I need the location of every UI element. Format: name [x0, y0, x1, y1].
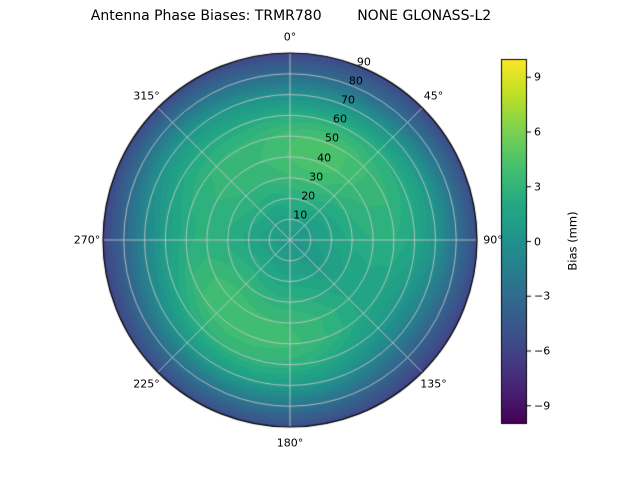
- r-tick-label-50: 50: [325, 131, 340, 145]
- colorbar-tick-label-9: 9: [534, 70, 541, 84]
- colorbar-tick-label-6: 6: [534, 125, 541, 139]
- r-tick-label-30: 30: [309, 170, 324, 184]
- colorbar-tick-label-0: 0: [534, 235, 541, 248]
- colorbar-tick-label--9: −9: [534, 399, 551, 413]
- theta-tick-label-90: 90°: [483, 233, 503, 247]
- colorbar-tick-label-3: 3: [534, 180, 541, 194]
- r-tick-label-20: 20: [301, 189, 316, 203]
- chart-title: Antenna Phase Biases: TRMR780 NONE GLONA…: [90, 8, 492, 24]
- r-tick-label-90: 90: [356, 55, 371, 69]
- colorbar-tick-label--3: −3: [534, 289, 551, 303]
- r-tick-label-80: 80: [348, 74, 363, 88]
- theta-tick-label-45: 45°: [423, 89, 444, 103]
- colorbar-axis-label: Bias (mm): [565, 211, 580, 271]
- theta-tick-label-0: 0°: [283, 30, 297, 44]
- r-tick-label-60: 60: [333, 112, 347, 126]
- theta-tick-label-270: 270°: [73, 233, 101, 247]
- theta-tick-label-225: 225°: [133, 377, 160, 391]
- theta-tick-label-315: 315°: [133, 89, 160, 103]
- theta-tick-label-135: 135°: [420, 377, 447, 391]
- r-tick-label-70: 70: [340, 93, 355, 107]
- theta-tick-label-180: 180°: [276, 436, 304, 450]
- r-tick-label-40: 40: [317, 151, 332, 165]
- colorbar-tick-label--6: −6: [534, 344, 551, 358]
- r-tick-label-10: 10: [293, 208, 308, 222]
